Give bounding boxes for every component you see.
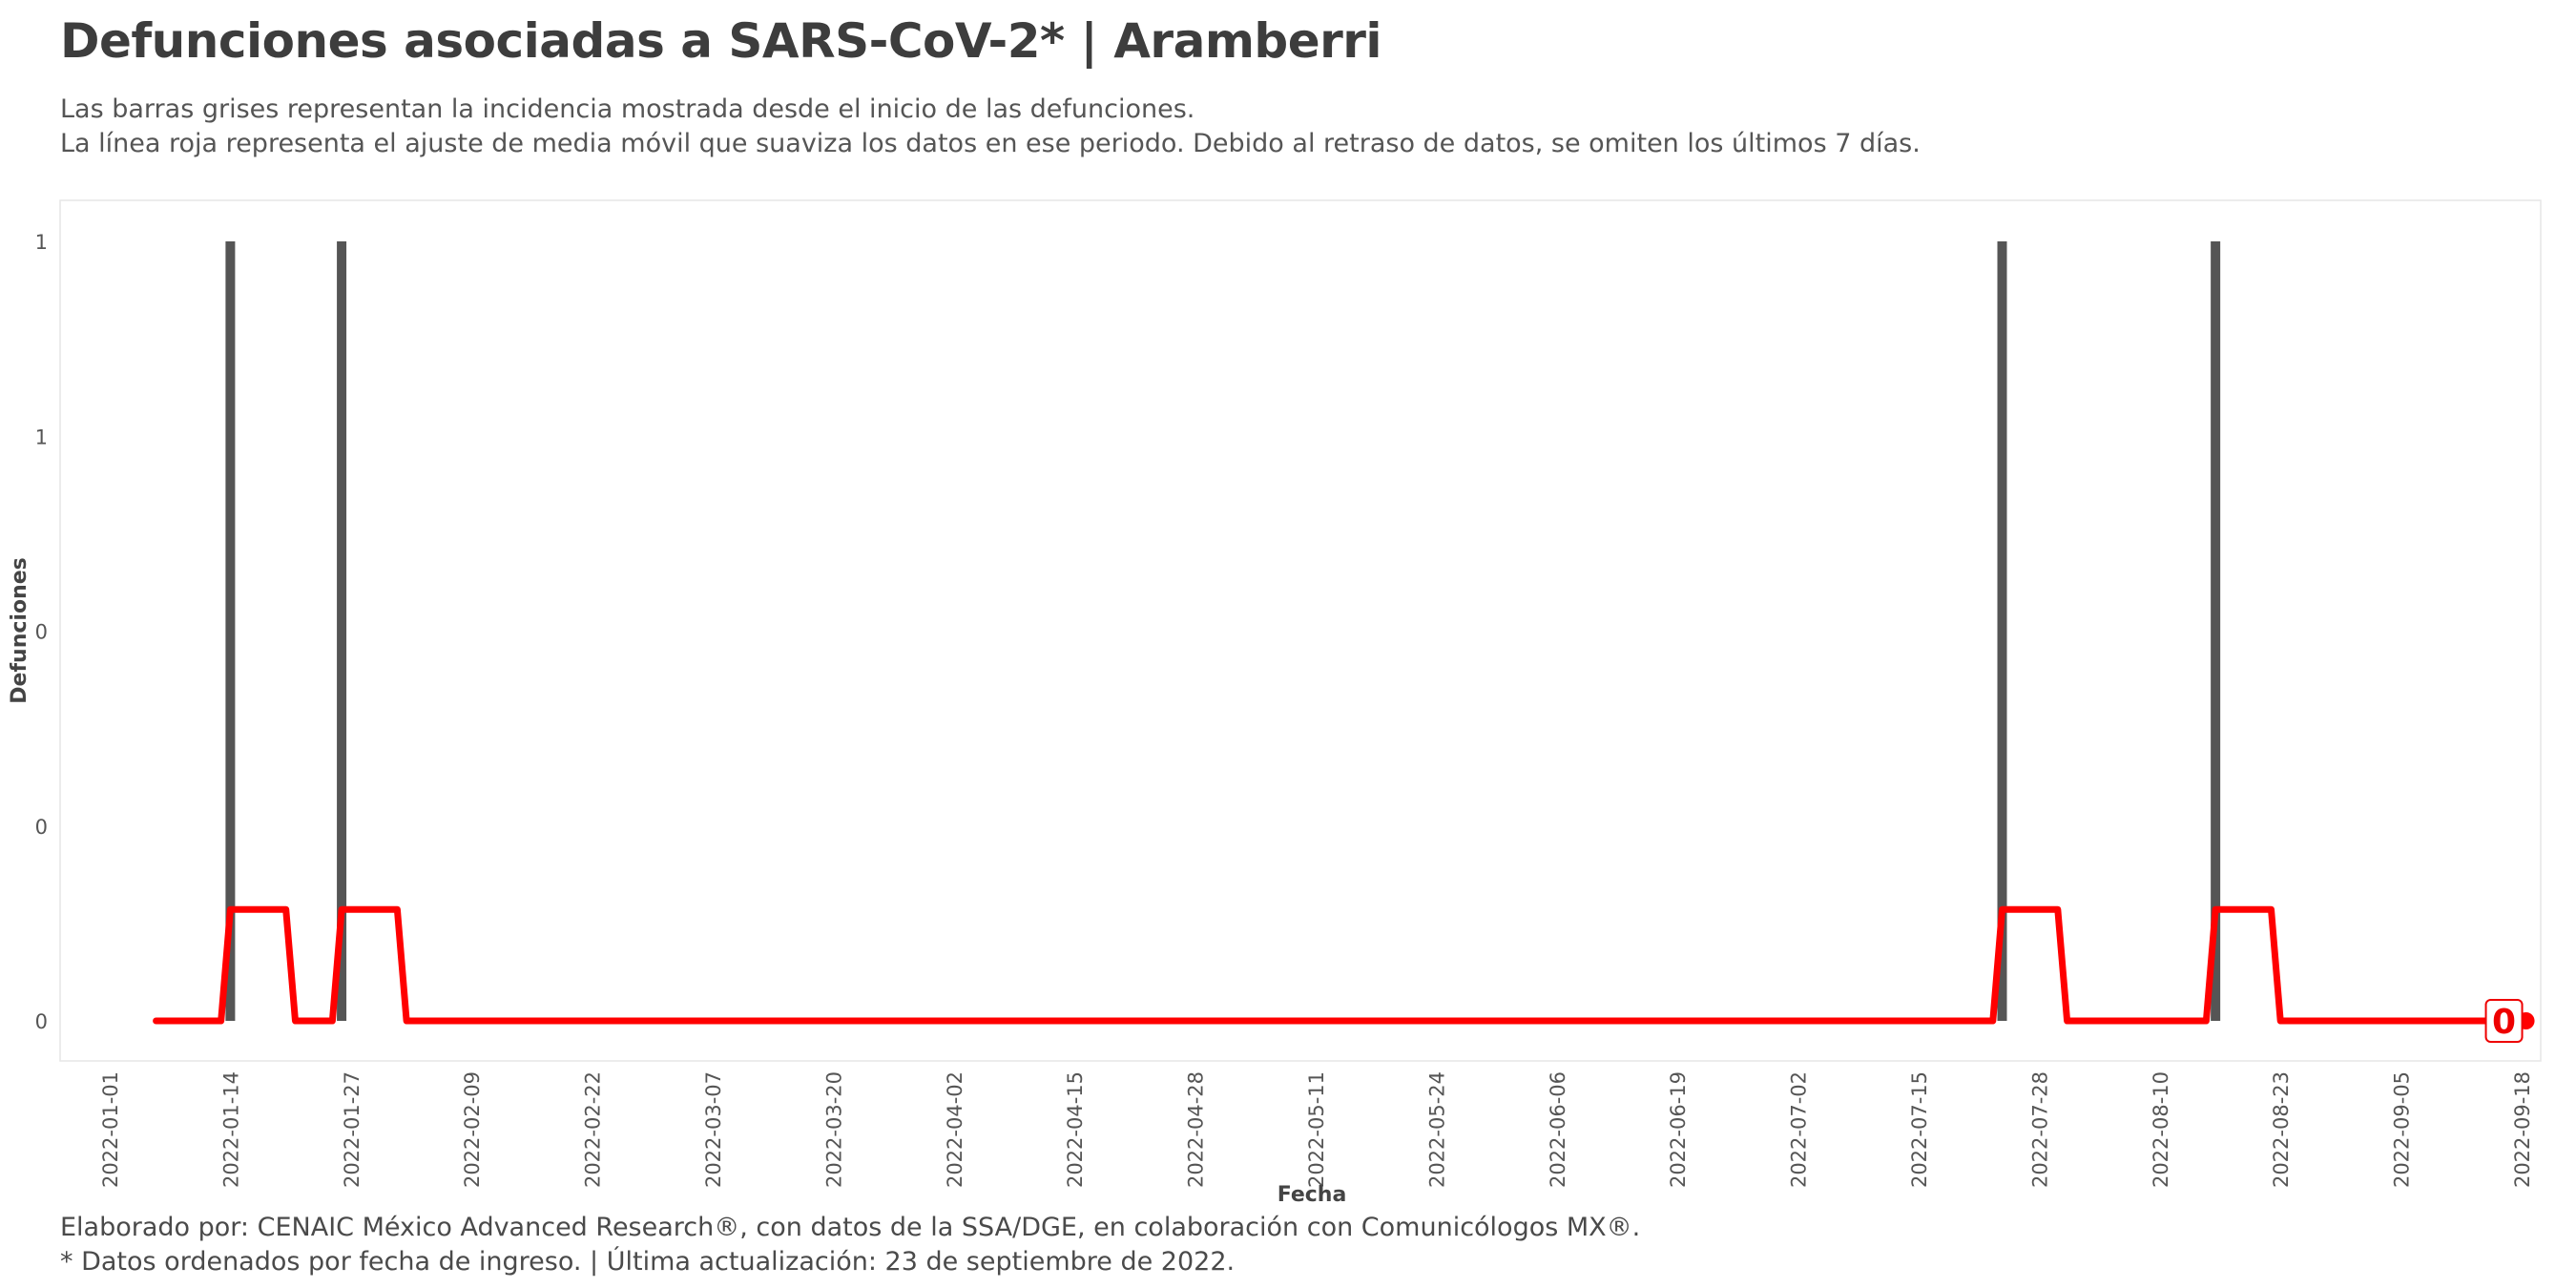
x-tick-label-14: 2022-07-02: [1788, 1071, 1811, 1188]
subtitle-line-1: Las barras grises representan la inciden…: [60, 94, 1195, 124]
caption-line-1: Elaborado por: CENAIC México Advanced Re…: [60, 1213, 1641, 1242]
bar-2: [1997, 241, 2007, 1021]
x-tick-label-2: 2022-01-27: [341, 1071, 364, 1188]
x-tick-label-10: 2022-05-11: [1305, 1071, 1328, 1188]
bar-1: [337, 241, 347, 1021]
x-axis-ticks: 2022-01-01 2022-01-14 2022-01-27 2022-02-09…: [99, 1071, 2534, 1188]
bars-group: [225, 241, 2221, 1021]
x-tick-label-3: 2022-02-09: [461, 1071, 484, 1188]
subtitle-line-2: La línea roja representa el ajuste de me…: [60, 129, 1921, 158]
chart-subtitle: Las barras grises representan la inciden…: [60, 93, 1921, 161]
bar-0: [225, 241, 236, 1021]
end-label-box: [2484, 999, 2524, 1043]
x-tick-label-18: 2022-08-23: [2270, 1071, 2293, 1188]
y-axis-ticks: 0 0 0 1 1: [35, 231, 48, 1033]
y-tick-label-1: 0: [35, 816, 48, 839]
plot-panel: [59, 199, 2542, 1062]
caption: Elaborado por: CENAIC México Advanced Re…: [60, 1211, 1640, 1279]
moving-average-line: [153, 905, 2507, 1025]
x-tick-label-5: 2022-03-07: [702, 1071, 725, 1188]
end-label-group: 0: [2484, 999, 2535, 1043]
y-tick-label-3: 1: [35, 426, 48, 448]
caption-line-2: * Datos ordenados por fecha de ingreso. …: [60, 1247, 1236, 1277]
x-axis-title: Fecha: [1278, 1183, 1347, 1207]
x-tick-label-17: 2022-08-10: [2150, 1071, 2172, 1188]
x-tick-label-7: 2022-04-02: [944, 1071, 966, 1188]
y-axis-title: Defunciones: [8, 557, 31, 703]
y-tick-label-2: 0: [35, 621, 48, 644]
x-tick-label-19: 2022-09-05: [2391, 1071, 2414, 1188]
x-tick-label-6: 2022-03-20: [822, 1071, 845, 1188]
y-tick-label-4: 1: [35, 231, 48, 254]
moving-average-group: [153, 905, 2507, 1025]
x-tick-label-9: 2022-04-28: [1185, 1071, 1208, 1188]
x-tick-label-13: 2022-06-19: [1667, 1071, 1690, 1188]
x-tick-label-15: 2022-07-15: [1908, 1071, 1931, 1188]
x-tick-label-12: 2022-06-06: [1547, 1071, 1569, 1188]
bar-3: [2211, 241, 2221, 1021]
x-tick-label-16: 2022-07-28: [2028, 1071, 2051, 1188]
end-label-value: 0: [2492, 1003, 2516, 1042]
x-tick-label-0: 2022-01-01: [99, 1071, 122, 1188]
chart-title: Defunciones asociadas a SARS-CoV-2* | Ar…: [60, 13, 1382, 69]
x-tick-label-11: 2022-05-24: [1425, 1071, 1448, 1188]
y-tick-label-0: 0: [35, 1010, 48, 1033]
x-tick-label-8: 2022-04-15: [1064, 1071, 1087, 1188]
x-tick-label-1: 2022-01-14: [219, 1071, 242, 1188]
x-tick-label-4: 2022-02-22: [582, 1071, 605, 1188]
x-tick-label-20: 2022-09-18: [2511, 1071, 2534, 1188]
